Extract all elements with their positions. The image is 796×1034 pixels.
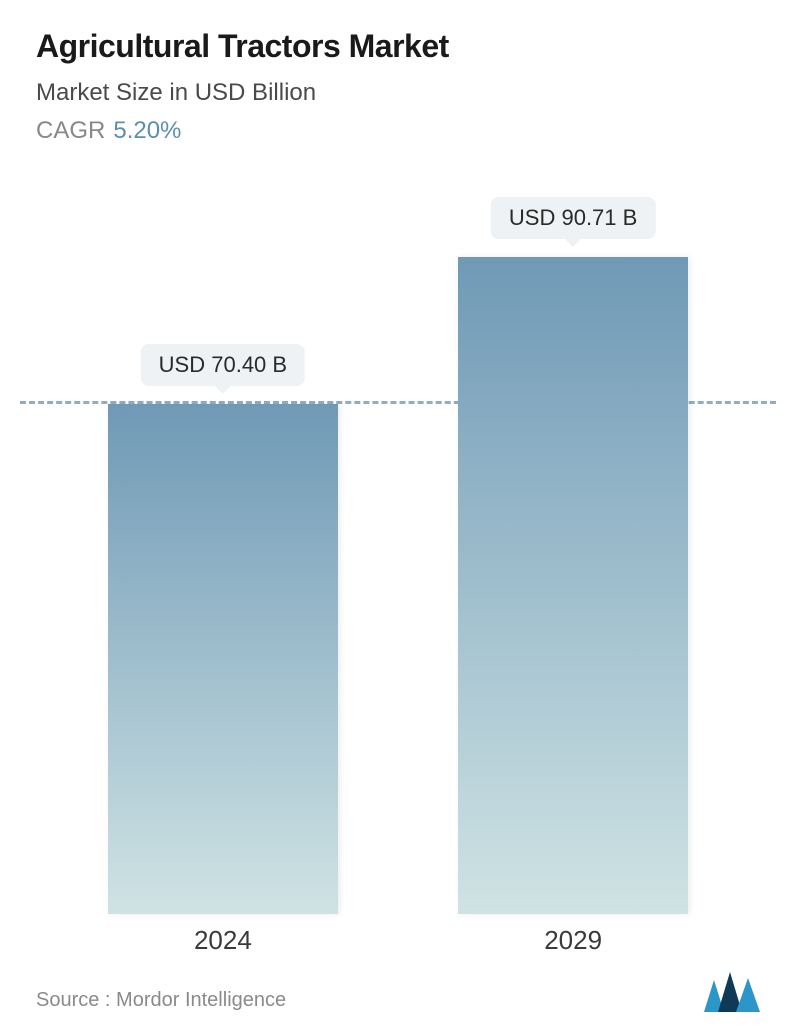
value-label-2024: USD 70.40 B <box>141 344 305 386</box>
chart-header: Agricultural Tractors Market Market Size… <box>0 0 796 145</box>
chart-title: Agricultural Tractors Market <box>36 28 760 65</box>
bar-chart: USD 70.40 B2024USD 90.71 B2029 <box>0 190 796 914</box>
bar-2029 <box>458 257 688 914</box>
chart-footer: Source : Mordor Intelligence <box>36 972 760 1012</box>
cagr-row: CAGR 5.20% <box>36 117 760 145</box>
chart-subtitle: Market Size in USD Billion <box>36 79 760 107</box>
x-axis-label-2024: 2024 <box>194 925 252 956</box>
cagr-label: CAGR <box>36 117 105 144</box>
x-axis-label-2029: 2029 <box>544 925 602 956</box>
bar-2024 <box>108 404 338 914</box>
mordor-logo-icon <box>704 972 760 1012</box>
cagr-value: 5.20% <box>113 117 181 144</box>
source-text: Source : Mordor Intelligence <box>36 989 286 1012</box>
value-label-2029: USD 90.71 B <box>491 197 655 239</box>
